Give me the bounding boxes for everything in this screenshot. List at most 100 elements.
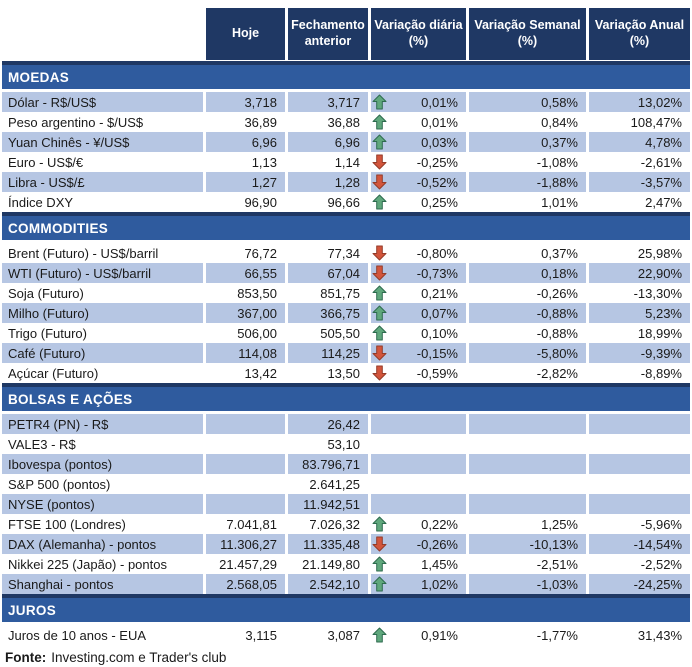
variacao-anual-cell: 2,47% — [589, 192, 690, 212]
row-label-cell: VALE3 - R$ — [2, 434, 203, 454]
variacao-semanal-cell: -1,88% — [469, 172, 586, 192]
variacao-diaria-cell: 0,91% — [371, 625, 466, 645]
hoje-cell: 367,00 — [206, 303, 285, 323]
variacao-semanal-cell — [469, 454, 586, 474]
hoje-cell — [206, 454, 285, 474]
variacao-diaria-cell: 0,07% — [371, 303, 466, 323]
variacao-anual-cell — [589, 494, 690, 514]
variacao-anual-cell: 25,98% — [589, 243, 690, 263]
table-row: FTSE 100 (Londres) 7.041,81 7.026,32 0,22% 1… — [2, 514, 690, 534]
variacao-diaria-value: 0,21% — [421, 285, 458, 301]
variacao-semanal-cell — [469, 414, 586, 434]
variacao-diaria-value: 0,01% — [421, 114, 458, 130]
hoje-cell: 76,72 — [206, 243, 285, 263]
fechamento-anterior-cell: 1,14 — [288, 152, 368, 172]
variacao-anual-cell: -3,57% — [589, 172, 690, 192]
section-header-juros: JUROS — [2, 594, 690, 622]
fechamento-anterior-cell: 13,50 — [288, 363, 368, 383]
variacao-anual-cell: -5,96% — [589, 514, 690, 534]
column-header-variacao-diaria: Variação diária (%) — [371, 8, 466, 60]
section-header-commodities: COMMODITIES — [2, 212, 690, 240]
up-arrow-icon — [371, 556, 387, 572]
variacao-semanal-cell: 1,25% — [469, 514, 586, 534]
hoje-cell: 853,50 — [206, 283, 285, 303]
source-note-text: Investing.com e Trader's club — [51, 649, 227, 665]
hoje-cell: 2.568,05 — [206, 574, 285, 594]
variacao-diaria-cell: 1,02% — [371, 574, 466, 594]
variacao-diaria-cell — [371, 454, 466, 474]
table-row: Juros de 10 anos - EUA 3,115 3,087 0,91% -1,… — [2, 625, 690, 645]
hoje-cell: 7.041,81 — [206, 514, 285, 534]
table-row: Dólar - R$/US$ 3,718 3,717 0,01% 0,58% 13,02% — [2, 92, 690, 112]
down-arrow-icon — [371, 345, 387, 361]
row-label-cell: Dólar - R$/US$ — [2, 92, 203, 112]
variacao-diaria-cell: 0,21% — [371, 283, 466, 303]
fechamento-anterior-cell: 26,42 — [288, 414, 368, 434]
variacao-anual-cell — [589, 434, 690, 454]
column-header-variacao-semanal: Variação Semanal (%) — [469, 8, 586, 60]
row-label-cell: PETR4 (PN) - R$ — [2, 414, 203, 434]
fechamento-anterior-cell: 77,34 — [288, 243, 368, 263]
variacao-diaria-cell — [371, 474, 466, 494]
variacao-anual-cell — [589, 474, 690, 494]
variacao-diaria-cell: -0,59% — [371, 363, 466, 383]
row-label-cell: Euro - US$/€ — [2, 152, 203, 172]
up-arrow-icon — [371, 627, 387, 643]
hoje-cell: 21.457,29 — [206, 554, 285, 574]
variacao-diaria-cell — [371, 494, 466, 514]
down-arrow-icon — [371, 536, 387, 552]
fechamento-anterior-cell: 83.796,71 — [288, 454, 368, 474]
variacao-diaria-cell: 0,10% — [371, 323, 466, 343]
variacao-diaria-value: 0,07% — [421, 305, 458, 321]
fechamento-anterior-cell: 6,96 — [288, 132, 368, 152]
variacao-anual-cell: -2,61% — [589, 152, 690, 172]
row-label-cell: WTI (Futuro) - US$/barril — [2, 263, 203, 283]
variacao-diaria-cell: 0,01% — [371, 112, 466, 132]
row-label-cell: Peso argentino - $/US$ — [2, 112, 203, 132]
source-note-label: Fonte: — [5, 649, 47, 665]
column-header-hoje: Hoje — [206, 8, 285, 60]
variacao-anual-cell: -24,25% — [589, 574, 690, 594]
variacao-diaria-cell: 0,22% — [371, 514, 466, 534]
hoje-cell: 114,08 — [206, 343, 285, 363]
fechamento-anterior-cell: 851,75 — [288, 283, 368, 303]
variacao-semanal-cell: -1,08% — [469, 152, 586, 172]
hoje-cell — [206, 414, 285, 434]
variacao-semanal-cell: -0,26% — [469, 283, 586, 303]
column-header-variacao-anual: Variação Anual (%) — [589, 8, 690, 60]
variacao-diaria-value: 0,03% — [421, 134, 458, 150]
variacao-diaria-value: -0,52% — [416, 174, 458, 190]
row-label-cell: Nikkei 225 (Japão) - pontos — [2, 554, 203, 574]
row-label-cell: Libra - US$/£ — [2, 172, 203, 192]
up-arrow-icon — [371, 325, 387, 341]
row-label-cell: Índice DXY — [2, 192, 203, 212]
hoje-cell: 66,55 — [206, 263, 285, 283]
variacao-anual-cell — [589, 454, 690, 474]
table-row: Café (Futuro) 114,08 114,25 -0,15% -5,80% -9,… — [2, 343, 690, 363]
down-arrow-icon — [371, 154, 387, 170]
fechamento-anterior-cell: 3,717 — [288, 92, 368, 112]
hoje-cell: 1,27 — [206, 172, 285, 192]
variacao-semanal-cell: -1,03% — [469, 574, 586, 594]
variacao-semanal-cell: 0,37% — [469, 132, 586, 152]
hoje-cell: 1,13 — [206, 152, 285, 172]
variacao-semanal-cell: -1,77% — [469, 625, 586, 645]
fechamento-anterior-cell: 11.335,48 — [288, 534, 368, 554]
variacao-diaria-cell: -0,15% — [371, 343, 466, 363]
variacao-anual-cell: -14,54% — [589, 534, 690, 554]
variacao-diaria-value: 0,22% — [421, 516, 458, 532]
variacao-diaria-value: -0,80% — [416, 245, 458, 261]
hoje-cell: 3,718 — [206, 92, 285, 112]
variacao-semanal-cell — [469, 474, 586, 494]
variacao-semanal-cell: -2,82% — [469, 363, 586, 383]
header-label-spacer — [2, 8, 203, 60]
table-row: Shanghai - pontos 2.568,05 2.542,10 1,02% -1… — [2, 574, 690, 594]
row-label-cell: Café (Futuro) — [2, 343, 203, 363]
table-row: Índice DXY 96,90 96,66 0,25% 1,01% 2,47% — [2, 192, 690, 212]
table-row: Nikkei 225 (Japão) - pontos 21.457,29 21.1… — [2, 554, 690, 574]
table-row: WTI (Futuro) - US$/barril 66,55 67,04 -0,73… — [2, 263, 690, 283]
row-label-cell: Juros de 10 anos - EUA — [2, 625, 203, 645]
variacao-semanal-cell: 1,01% — [469, 192, 586, 212]
variacao-semanal-cell: -0,88% — [469, 323, 586, 343]
